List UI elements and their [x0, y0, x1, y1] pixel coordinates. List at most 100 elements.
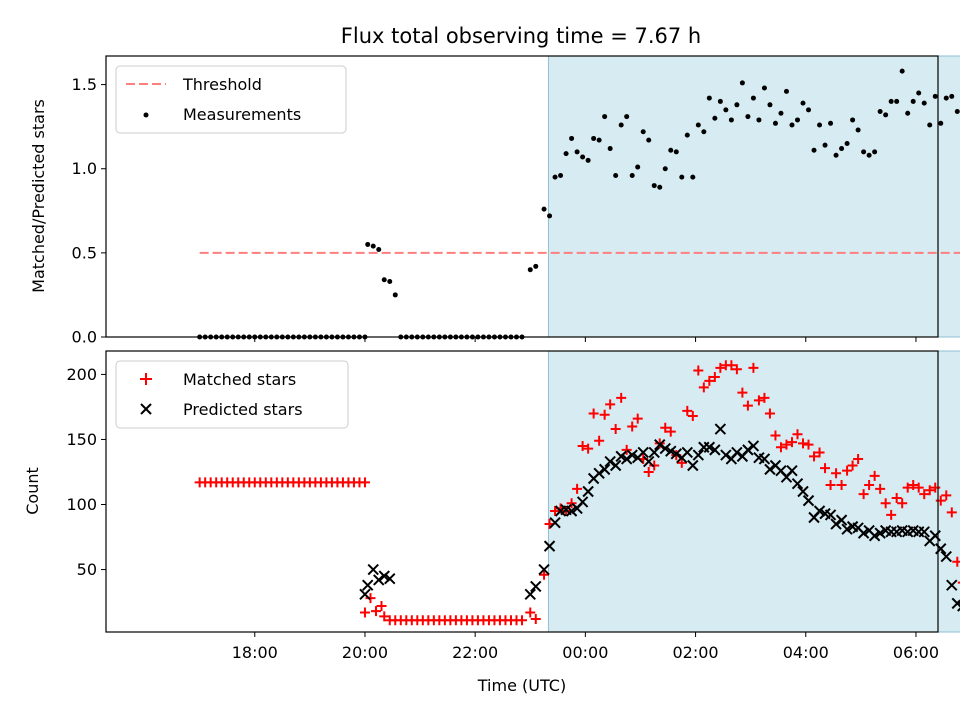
measurement-point — [905, 110, 911, 116]
matched-star-point — [676, 457, 687, 468]
predicted-star-point — [830, 518, 842, 530]
measurement-point — [756, 117, 762, 123]
predicted-star-point — [530, 580, 542, 593]
measurement-point — [717, 98, 723, 104]
top-legend-box — [115, 65, 347, 134]
matched-star-point — [577, 440, 588, 451]
measurement-point — [839, 146, 845, 152]
predicted-star-point — [786, 464, 798, 477]
measurement-point — [668, 147, 674, 153]
matched-star-point — [682, 405, 693, 416]
measurement-point — [877, 109, 883, 115]
measurement-point — [772, 120, 778, 126]
predicted-star-point — [797, 485, 809, 498]
predicted-star-point — [874, 527, 886, 539]
measurement-point — [541, 206, 547, 212]
matched-star-point — [798, 438, 809, 449]
measurement-point — [580, 154, 586, 160]
measurement-point — [651, 183, 657, 189]
measurement-point — [547, 213, 553, 219]
measurement-point — [789, 122, 795, 128]
measurement-point — [861, 149, 867, 155]
matched-star-point — [370, 606, 381, 617]
predicted-star-point — [714, 423, 727, 435]
measurement-point — [932, 93, 938, 99]
measurement-point — [552, 174, 558, 180]
matched-star-point — [809, 451, 820, 462]
matched-star-point — [902, 482, 913, 493]
top-axes-frame — [105, 55, 939, 338]
measurement-point — [783, 88, 789, 94]
predicted-star-point — [951, 597, 960, 610]
bottom-legend-box — [115, 360, 349, 429]
measurement-point — [800, 100, 806, 106]
predicted-star-point — [384, 572, 396, 585]
measurement-point — [866, 152, 872, 158]
matched-star-point — [836, 479, 847, 490]
x-tick-label: 00:00 — [562, 643, 608, 662]
matched-star-point — [753, 395, 764, 406]
x-tick-label: 20:00 — [342, 643, 388, 662]
top-legend: Threshold Measurements — [115, 65, 347, 134]
measurement-point — [574, 149, 580, 155]
measurement-point — [938, 120, 944, 126]
matched-star-point — [825, 479, 836, 490]
matched-star-point — [908, 479, 919, 490]
measurement-point — [894, 98, 900, 104]
predicted-star-point — [731, 446, 743, 459]
top-x-ticks — [254, 337, 917, 342]
predicted-star-point — [957, 600, 960, 612]
measurement-point — [657, 184, 663, 190]
matched-star-point — [530, 613, 541, 624]
measurement-point — [569, 135, 575, 141]
measurement-point — [949, 93, 955, 99]
measurement-point — [822, 142, 828, 148]
measurement-point — [684, 132, 690, 138]
measurement-point — [739, 80, 745, 86]
measurement-point — [883, 112, 889, 118]
predicted-star-point — [802, 494, 815, 507]
predicted-star-point — [868, 530, 881, 542]
measurement-point — [558, 172, 564, 178]
predicted-star-point — [758, 453, 771, 465]
predicted-star-point — [373, 574, 385, 586]
measurement-point — [954, 109, 960, 115]
bottom-y-tick-label: 50 — [77, 560, 97, 579]
measurement-point — [927, 122, 933, 128]
top-y-tick-label: 1.0 — [72, 159, 97, 178]
matched-star-point — [869, 470, 880, 481]
legend-threshold-label: Threshold — [182, 75, 262, 94]
bottom-observing-window — [547, 350, 960, 633]
measurement-point — [646, 137, 652, 143]
predicted-star-point — [824, 509, 837, 521]
predicted-star-point — [764, 463, 776, 476]
predicted-star-point — [946, 579, 958, 591]
legend-matched-marker — [140, 373, 152, 385]
measurement-point — [527, 267, 533, 273]
measurement-point — [706, 95, 712, 101]
matched-star-point — [359, 477, 370, 488]
measurement-point — [596, 137, 602, 143]
measurement-point — [712, 115, 718, 121]
predicted-star-point — [359, 588, 371, 600]
predicted-star-point — [637, 446, 649, 459]
measurement-point — [618, 122, 624, 128]
matched-star-point — [880, 498, 891, 509]
legend-measurements-label: Measurements — [183, 105, 301, 124]
matched-star-point — [660, 422, 671, 433]
bottom-y-ticks: 50 100 150 200 — [66, 365, 106, 579]
matched-star-point — [632, 413, 643, 424]
matched-star-point — [737, 387, 748, 398]
measurement-point — [690, 174, 696, 180]
matched-star-point — [748, 362, 759, 373]
x-tick-label: 18:00 — [232, 643, 278, 662]
matched-star-point — [605, 399, 616, 410]
matched-star-point — [359, 607, 370, 618]
bottom-y-tick-label: 150 — [66, 430, 97, 449]
matched-star-point — [792, 429, 803, 440]
matched-star-point — [621, 444, 632, 455]
measurement-point — [585, 157, 591, 163]
predicted-star-point — [813, 505, 826, 517]
matched-star-point — [627, 421, 638, 432]
measurement-point — [723, 107, 729, 113]
